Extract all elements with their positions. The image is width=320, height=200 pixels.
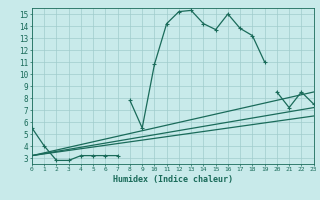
X-axis label: Humidex (Indice chaleur): Humidex (Indice chaleur) xyxy=(113,175,233,184)
